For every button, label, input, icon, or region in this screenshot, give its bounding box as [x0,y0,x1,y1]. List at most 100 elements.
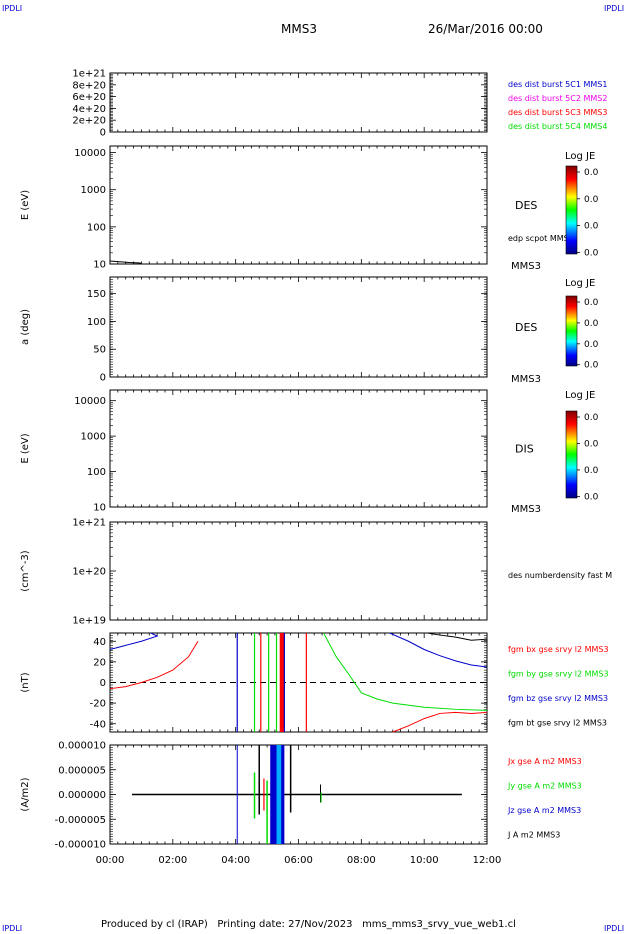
legend-entry: fgm bt gse srvy l2 MMS3 [508,719,607,728]
panel-sublabel: MMS3 [511,374,541,385]
current-burst-block [276,745,282,844]
y-axis-label: E (eV) [20,433,31,463]
y-tick-label: -0.000010 [55,840,106,851]
y-tick-label: 20 [93,657,106,668]
y-tick-label: 1e+20 [72,567,106,578]
y-tick-label: 40 [93,637,106,648]
y-tick-label: -0.000005 [55,815,106,826]
colorbar-title: Log JE [565,151,595,162]
y-tick-label: 150 [87,289,106,300]
y-tick-label: 1e+19 [72,616,106,627]
corner-label-tr: IPDLI [604,4,625,13]
series-line [109,640,199,690]
panel-label: DIS [515,443,534,456]
y-tick-label: 1000 [81,432,106,443]
y-tick-label: 8e+20 [72,80,106,91]
y-tick-label: 1e+21 [72,69,106,80]
y-tick-label: 10 [93,503,106,514]
colorbar-1: Log JE 0.0 0.0 0.0 0.0 [565,151,599,258]
legend-entry: Jy gse A m2 MMS3 [507,782,582,791]
corner-label-tl: IPDLI [2,4,23,13]
colorbar-title: Log JE [565,390,595,401]
colorbar-tick-label: 0.0 [584,168,599,178]
y-tick-label: 0 [100,128,106,139]
corner-label-br: IPDLI [604,924,625,933]
panel-7: 0.000010 0.000005 0.000000 -0.000005 -0.0000… [20,741,582,851]
y-tick-label: 0 [100,373,106,384]
legend-entry: des dist burst 5C3 MMS3 [508,108,607,117]
legend-entry: des dist burst 5C4 MMS4 [508,122,607,131]
colorbar-tick-label: 0.0 [584,248,599,258]
x-tick-label: 12:00 [473,855,502,866]
colorbar-tick-label: 0.0 [584,413,599,423]
colorbar-tick-label: 0.0 [584,298,599,308]
legend-entry: Jx gse A m2 MMS3 [507,757,582,766]
series-line [109,260,142,264]
colorbar-tick-label: 0.0 [584,222,599,232]
y-tick-label: 4e+20 [72,104,106,115]
panel-sublabel: MMS3 [511,261,541,272]
series-line [389,632,488,668]
corner-label-bl: IPDLI [2,924,23,933]
series-line [323,632,488,711]
legend-entry: des dist burst 5C1 MMS1 [508,80,607,89]
colorbar-tick-label: 0.0 [584,492,599,502]
panel-sublabel: MMS3 [511,504,541,515]
colorbar-title: Log JE [565,278,595,289]
colorbar-strip [565,165,578,255]
overlay-label: edp scpot MMS3 [508,234,574,243]
x-tick-label: 02:00 [158,855,187,866]
y-tick-label: 0.000000 [58,790,106,801]
y-tick-label: 10000 [74,396,106,407]
y-tick-label: 1e+21 [72,518,106,529]
y-tick-label: 50 [93,345,106,356]
y-axis-label: (nT) [20,672,31,692]
spacecraft-title: MMS3 [281,22,317,36]
footer-printing: Printing date: 27/Nov/2023 [217,919,353,930]
y-tick-label: 100 [87,222,106,233]
panel-frame [109,521,488,621]
y-tick-label: 0.000005 [58,765,106,776]
x-tick-label: 04:00 [221,855,250,866]
x-tick-label: 08:00 [347,855,376,866]
y-tick-label: 2e+20 [72,116,106,127]
panel-frame [109,145,488,265]
panel-frame [109,389,488,508]
colorbar-strip [565,295,578,367]
colorbar-tick-label: 0.0 [584,466,599,476]
colorbar-tick-label: 0.0 [584,361,599,371]
y-tick-label: 6e+20 [72,92,106,103]
colorbar-3: Log JE 0.0 0.0 0.0 0.0 [565,390,599,502]
x-tick-label: 00:00 [96,855,125,866]
panel-3: 150 100 50 0 a (deg) DES MMS3 [20,276,541,385]
footer-produced: Produced by cl (IRAP) [101,919,208,930]
y-tick-label: -20 [90,699,106,710]
date-title: 26/Mar/2016 00:00 [428,22,543,36]
series-line [427,632,488,641]
colorbar-2: Log JE 0.0 0.0 0.0 0.0 [565,278,599,371]
panel-4: 10000 1000 100 10 E (eV) DIS MMS3 [20,389,541,515]
legend-entry: fgm bz gse srvy l2 MMS3 [508,694,608,703]
panel-frame [109,276,488,378]
colorbar-strip [565,410,578,499]
legend-entry: des dist burst 5C2 MMS2 [508,94,607,103]
y-tick-label: 10 [93,260,106,271]
panel-label: DES [515,321,537,334]
y-tick-label: 10000 [74,148,106,159]
y-tick-label: 1000 [81,185,106,196]
footer: Produced by cl (IRAP) Printing date: 27/… [101,919,516,930]
y-axis-label: a (deg) [20,309,31,345]
x-tick-label: 06:00 [284,855,313,866]
colorbar-tick-label: 0.0 [584,195,599,205]
y-axis-label: (A/m2) [20,777,31,811]
panel-label: DES [515,199,537,212]
colorbar-tick-label: 0.0 [584,340,599,350]
panel-5: 1e+21 1e+20 1e+19 (cm^-3) des numberdensity … [20,518,612,627]
y-tick-label: 0.000010 [58,741,106,752]
legend-entry: J A m2 MMS3 [507,831,560,840]
series-line [392,711,488,733]
y-tick-label: 0 [100,678,106,689]
footer-file: mms_mms3_srvy_vue_web1.cl [362,919,516,930]
